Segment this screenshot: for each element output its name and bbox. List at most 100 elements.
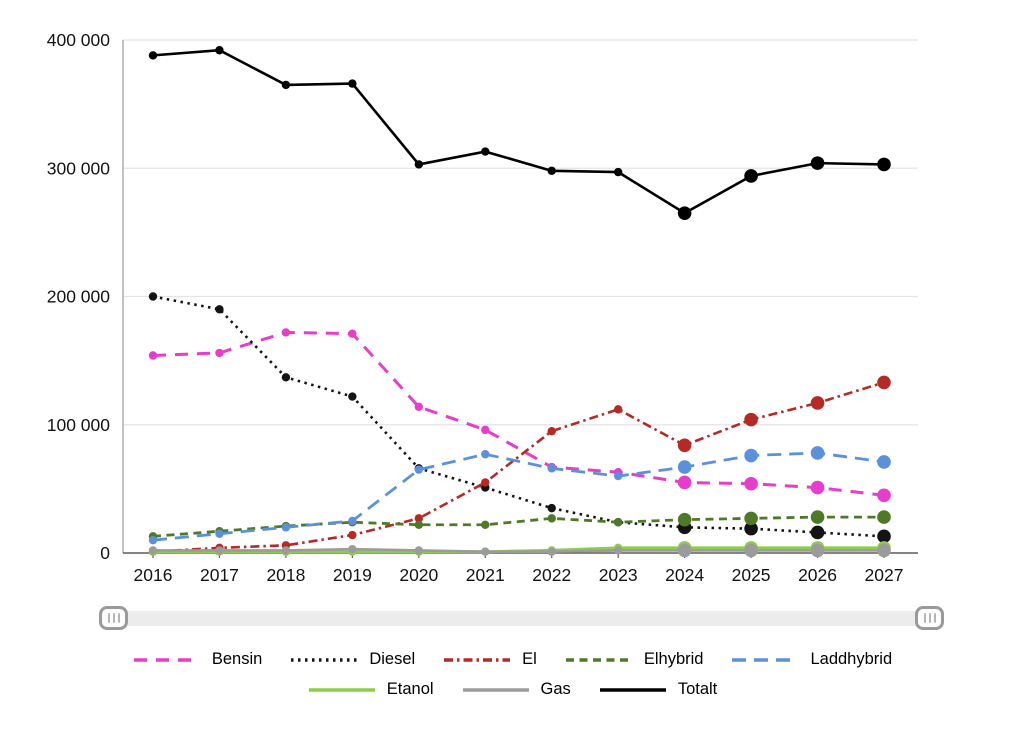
data-point-laddhybrid: [414, 465, 424, 474]
series-line-elhybrid: [152, 515, 884, 538]
x-axis-tick-label: 2016: [134, 565, 173, 585]
data-point-laddhybrid: [613, 471, 623, 481]
data-point-laddhybrid: [348, 516, 357, 526]
data-point-gas: [481, 547, 490, 556]
data-point-gas: [414, 546, 424, 555]
legend-label: Laddhybrid: [810, 650, 893, 668]
x-axis-tick-label: 2022: [532, 565, 571, 585]
x-axis-tick-label: 2018: [266, 565, 305, 585]
y-axis-tick-label: 300 000: [47, 158, 111, 178]
legend-item-bensin: Bensin: [132, 650, 262, 669]
data-point-el: [414, 514, 424, 523]
grip-handle-icon: [923, 613, 926, 623]
data-point-bensin: [744, 476, 758, 491]
legend-label: Totalt: [677, 680, 718, 698]
data-point-gas: [810, 543, 825, 558]
legend-label: El: [522, 650, 537, 668]
data-point-diesel: [744, 521, 758, 536]
legend-item-etanol: Etanol: [307, 680, 434, 699]
data-point-bensin: [148, 351, 158, 360]
data-point-gas: [613, 546, 623, 555]
range-slider-right-handle[interactable]: [915, 606, 944, 630]
data-point-el: [810, 396, 825, 410]
series-line-gas: [153, 547, 884, 554]
data-point-el: [677, 438, 692, 453]
data-point-elhybrid: [677, 512, 692, 527]
range-slider-left-handle[interactable]: [99, 606, 128, 630]
data-point-diesel: [547, 503, 556, 513]
data-point-laddhybrid: [481, 450, 490, 459]
y-axis-tick-label: 400 000: [47, 30, 111, 50]
grip-handle-icon: [107, 613, 110, 623]
y-axis-tick-label: 100 000: [47, 415, 111, 435]
data-point-laddhybrid: [148, 535, 158, 545]
series-line-laddhybrid: [152, 451, 885, 542]
data-point-totalt: [281, 80, 291, 90]
data-point-bensin: [677, 475, 692, 490]
data-point-laddhybrid: [215, 529, 224, 538]
data-point-elhybrid: [613, 518, 623, 527]
data-point-laddhybrid: [547, 464, 556, 473]
series-line-totalt: [152, 48, 885, 215]
data-point-bensin: [810, 480, 825, 495]
data-point-el: [744, 412, 758, 427]
legend-row: Bensin Diesel El Elhybrid Laddhybrid: [132, 650, 892, 669]
data-point-diesel: [215, 305, 224, 314]
legend: Bensin Diesel El Elhybrid Laddhybrid Etanol Ga…: [0, 650, 1024, 699]
x-axis-tick-label: 2021: [466, 565, 505, 585]
legend-item-el: El: [442, 650, 537, 669]
data-point-totalt: [414, 160, 424, 169]
data-point-bensin: [877, 488, 891, 503]
x-axis-tick-label: 2025: [732, 565, 771, 585]
x-axis-tick-label: 2024: [665, 565, 704, 585]
x-axis-tick-label: 2026: [798, 565, 837, 585]
data-point-bensin: [414, 402, 424, 411]
data-point-elhybrid: [744, 511, 758, 526]
data-point-laddhybrid: [677, 460, 692, 474]
grip-handle-icon: [933, 613, 936, 623]
data-point-diesel: [148, 292, 158, 301]
data-point-totalt: [810, 156, 825, 170]
y-axis-tick-label: 0: [100, 543, 110, 563]
x-axis-tick-label: 2020: [399, 565, 438, 585]
series-line-el: [152, 381, 885, 554]
legend-label: Elhybrid: [643, 650, 704, 668]
data-point-elhybrid: [810, 510, 825, 524]
data-point-totalt: [677, 206, 692, 220]
legend-line-sample: [291, 657, 358, 662]
data-point-totalt: [547, 166, 556, 176]
data-point-bensin: [281, 328, 291, 337]
grip-handle-icon: [117, 613, 120, 623]
data-point-totalt: [744, 169, 758, 183]
grip-handle-icon: [112, 613, 115, 623]
data-point-gas: [148, 546, 158, 555]
data-point-bensin: [348, 329, 357, 338]
data-point-totalt: [481, 147, 490, 156]
legend-line-sample: [133, 657, 200, 662]
legend-item-laddhybrid: Laddhybrid: [730, 650, 892, 669]
legend-item-totalt: Totalt: [598, 680, 717, 699]
legend-label: Bensin: [211, 650, 263, 668]
data-point-gas: [281, 546, 291, 555]
legend-line-sample: [599, 687, 666, 692]
legend-label: Etanol: [386, 680, 434, 698]
data-point-totalt: [148, 51, 158, 60]
series-line-diesel: [152, 295, 885, 538]
legend-item-gas: Gas: [461, 680, 571, 699]
data-point-diesel: [281, 373, 291, 382]
data-point-gas: [547, 547, 556, 556]
data-point-diesel: [877, 529, 891, 544]
data-point-gas: [877, 543, 891, 558]
data-point-gas: [744, 543, 758, 558]
x-axis-tick-label: 2019: [333, 565, 372, 585]
x-axis-tick-label: 2023: [599, 565, 638, 585]
data-point-totalt: [348, 79, 357, 88]
legend-line-sample: [565, 657, 632, 662]
data-point-laddhybrid: [877, 455, 891, 469]
line-chart: 0 100 000 200 000 300 000 400 000 2016 2017 201…: [47, 30, 918, 585]
data-point-totalt: [613, 167, 623, 177]
data-point-gas: [348, 544, 357, 554]
range-slider-track[interactable]: [100, 611, 922, 626]
x-axis-tick-label: 2027: [865, 565, 904, 585]
data-point-gas: [215, 546, 224, 555]
